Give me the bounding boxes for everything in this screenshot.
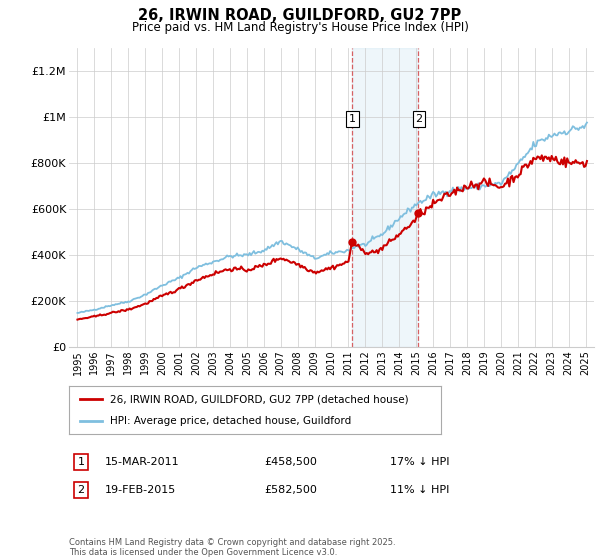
Text: 26, IRWIN ROAD, GUILDFORD, GU2 7PP (detached house): 26, IRWIN ROAD, GUILDFORD, GU2 7PP (deta… [110,394,409,404]
Text: 17% ↓ HPI: 17% ↓ HPI [390,457,449,467]
Text: 19-FEB-2015: 19-FEB-2015 [105,485,176,495]
Text: 1: 1 [77,457,85,467]
Text: 1: 1 [349,114,356,124]
Text: 2: 2 [415,114,422,124]
Text: HPI: Average price, detached house, Guildford: HPI: Average price, detached house, Guil… [110,416,351,426]
Bar [352,48,418,347]
Text: 2: 2 [77,485,85,495]
Text: 15-MAR-2011: 15-MAR-2011 [105,457,179,467]
Text: £582,500: £582,500 [264,485,317,495]
Text: 26, IRWIN ROAD, GUILDFORD, GU2 7PP: 26, IRWIN ROAD, GUILDFORD, GU2 7PP [139,8,461,24]
Text: £458,500: £458,500 [264,457,317,467]
Text: Contains HM Land Registry data © Crown copyright and database right 2025.
This d: Contains HM Land Registry data © Crown c… [69,538,395,557]
Text: Price paid vs. HM Land Registry's House Price Index (HPI): Price paid vs. HM Land Registry's House … [131,21,469,34]
Text: 11% ↓ HPI: 11% ↓ HPI [390,485,449,495]
